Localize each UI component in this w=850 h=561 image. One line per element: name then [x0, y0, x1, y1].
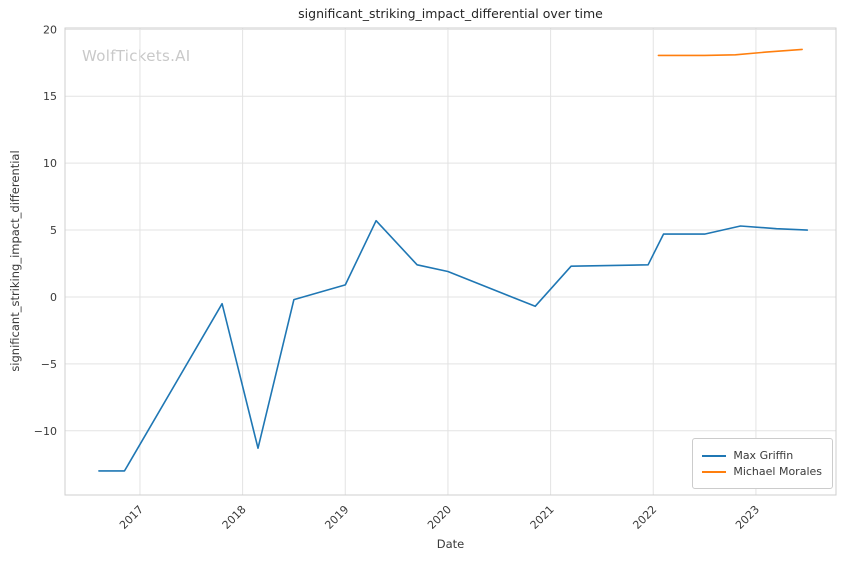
- y-tick-label: 10: [43, 157, 57, 170]
- y-tick-label: 15: [43, 90, 57, 103]
- legend-entry-michael-morales: Michael Morales: [702, 465, 822, 478]
- legend-label: Michael Morales: [733, 465, 822, 478]
- plot-border: [64, 27, 837, 496]
- legend-entry-max-griffin: Max Griffin: [702, 449, 822, 462]
- x-tick-label: 2023: [733, 503, 762, 532]
- chart-title: significant_striking_impact_differential…: [298, 6, 603, 21]
- y-tick-label: 0: [50, 291, 57, 304]
- x-axis-label: Date: [436, 537, 465, 551]
- x-tick-label: 2019: [322, 503, 351, 532]
- legend-line-swatch: [702, 470, 727, 473]
- series-line-max-griffin: [98, 219, 809, 472]
- y-tick-label: 20: [43, 23, 57, 36]
- x-tick-label: 2017: [117, 503, 146, 532]
- y-tick-label: 5: [50, 224, 57, 237]
- series-line-michael-morales: [657, 48, 803, 57]
- x-tick-label: 2022: [630, 503, 659, 532]
- legend-label: Max Griffin: [733, 449, 794, 462]
- x-tick-label: 2021: [528, 503, 557, 532]
- legend-line-swatch: [702, 454, 727, 457]
- legend: Max Griffin Michael Morales: [692, 438, 833, 489]
- x-tick-label: 2018: [220, 503, 249, 532]
- y-tick-label: −10: [34, 425, 57, 438]
- y-tick-label: −5: [41, 358, 57, 371]
- x-tick-label: 2020: [425, 503, 454, 532]
- watermark: WolfTickets.AI: [82, 47, 191, 65]
- y-axis-label: significant_striking_impact_differential: [8, 150, 22, 372]
